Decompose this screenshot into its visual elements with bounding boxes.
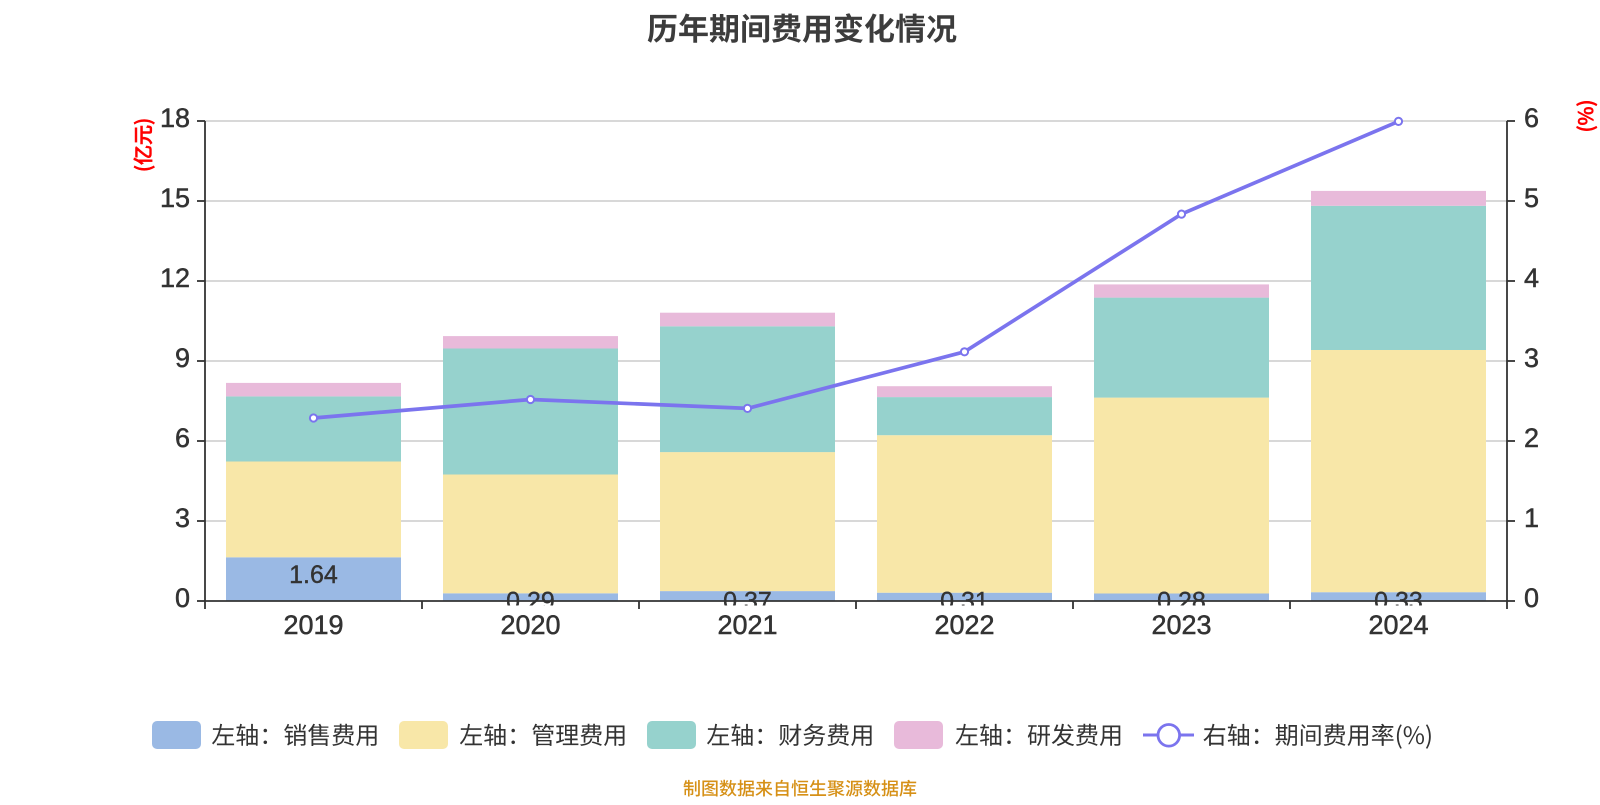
svg-text:2: 2 [1524, 423, 1539, 453]
svg-text:1: 1 [1524, 503, 1539, 533]
svg-text:15: 15 [160, 183, 190, 213]
svg-text:3: 3 [175, 503, 190, 533]
svg-text:2024: 2024 [1368, 610, 1428, 640]
svg-text:4: 4 [1524, 263, 1539, 293]
svg-text:0: 0 [175, 583, 190, 613]
svg-text:2021: 2021 [717, 610, 777, 640]
svg-text:6: 6 [1524, 103, 1539, 133]
svg-text:9: 9 [175, 343, 190, 373]
svg-text:18: 18 [160, 103, 190, 133]
svg-text:0: 0 [1524, 583, 1539, 613]
svg-text:5: 5 [1524, 183, 1539, 213]
svg-text:2020: 2020 [500, 610, 560, 640]
svg-text:3: 3 [1524, 343, 1539, 373]
svg-text:2023: 2023 [1151, 610, 1211, 640]
svg-text:2022: 2022 [934, 610, 994, 640]
svg-text:12: 12 [160, 263, 190, 293]
svg-text:1.64: 1.64 [289, 561, 338, 589]
svg-text:6: 6 [175, 423, 190, 453]
svg-text:2019: 2019 [283, 610, 343, 640]
